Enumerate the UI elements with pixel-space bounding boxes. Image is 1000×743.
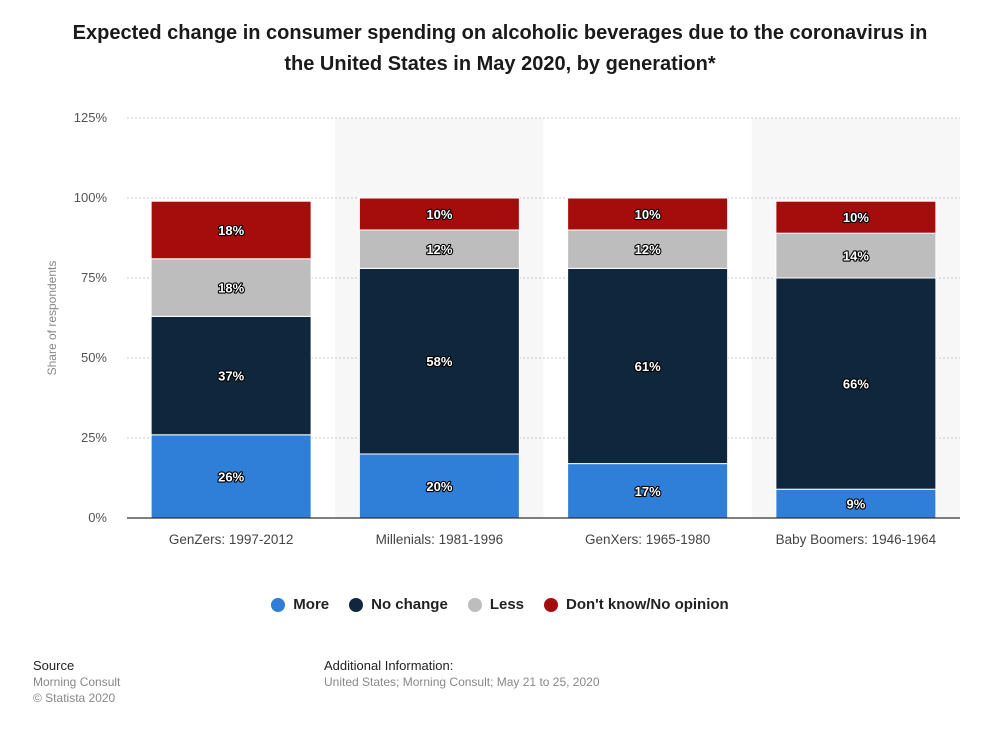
data-label: 10% — [635, 207, 661, 222]
data-label: 14% — [843, 249, 869, 264]
legend-label: Don't know/No opinion — [566, 596, 729, 613]
bar-segment — [775, 488, 937, 519]
data-label: 18% — [218, 223, 244, 238]
bar-segment — [775, 232, 937, 279]
y-axis-label: Share of respondents — [45, 261, 59, 376]
source-block: Source Morning Consult © Statista 2020 — [33, 658, 120, 706]
data-label: 18% — [218, 281, 244, 296]
data-label: 66% — [843, 377, 869, 392]
additional-info-text: United States; Morning Consult; May 21 t… — [324, 675, 600, 689]
data-label: 20% — [426, 479, 452, 494]
data-label: 26% — [218, 469, 244, 484]
bar-segment — [150, 200, 312, 260]
x-tick-label: Baby Boomers: 1946-1964 — [776, 532, 937, 547]
legend-label: More — [293, 596, 330, 613]
bar-segment — [567, 267, 729, 465]
data-label: 12% — [635, 242, 661, 257]
x-tick-label: GenZers: 1997-2012 — [169, 532, 294, 547]
legend-label: No change — [371, 596, 448, 613]
y-tick-label: 125% — [74, 110, 108, 125]
legend-item[interactable]: Don't know/No opinion — [544, 596, 729, 613]
x-tick-label: GenXers: 1965-1980 — [585, 532, 710, 547]
bar-segment — [150, 258, 312, 317]
bar-segment — [775, 277, 937, 490]
bar-segment — [567, 463, 729, 519]
data-label: 12% — [426, 242, 452, 257]
source-line: Morning Consult — [33, 675, 121, 689]
y-tick-label: 0% — [88, 510, 107, 525]
chart-title: Expected change in consumer spending on … — [72, 22, 928, 75]
legend-item[interactable]: Less — [467, 596, 525, 613]
legend-item[interactable]: No change — [349, 596, 448, 613]
y-tick-label: 100% — [74, 190, 108, 205]
data-label: 10% — [426, 207, 452, 222]
bar-segment — [358, 197, 520, 231]
bar-segment — [775, 200, 937, 234]
additional-info-block: Additional Information: United States; M… — [324, 658, 600, 690]
bar-segment — [567, 229, 729, 269]
y-tick-label: 25% — [81, 430, 107, 445]
legend-item[interactable]: More — [271, 596, 329, 613]
data-label: 17% — [635, 484, 661, 499]
bar-segment — [358, 267, 520, 455]
data-label: 9% — [846, 497, 865, 512]
y-tick-label: 75% — [81, 270, 107, 285]
source-heading: Source — [33, 658, 75, 673]
additional-info-heading: Additional Information: — [324, 658, 454, 673]
bar-segment — [567, 197, 729, 231]
legend-swatch-icon — [349, 597, 364, 612]
data-label: 58% — [426, 354, 452, 369]
bar-segment — [150, 315, 312, 436]
bar-segment — [358, 453, 520, 519]
bar-segment — [150, 434, 312, 519]
copyright-line: © Statista 2020 — [33, 691, 116, 705]
y-tick-label: 50% — [81, 350, 107, 365]
data-label: 10% — [843, 210, 869, 225]
legend-swatch-icon — [271, 597, 286, 612]
legend-swatch-icon — [467, 597, 482, 612]
legend: More No change Less Don't know/No opinion — [0, 596, 1000, 613]
legend-swatch-icon — [544, 597, 559, 612]
legend-label: Less — [489, 596, 525, 613]
data-label: 61% — [635, 359, 661, 374]
chart-area: 0% 25% 50% 75% 100% 125% Share of respondents 2… — [45, 110, 960, 547]
x-tick-label: Millenials: 1981-1996 — [376, 532, 504, 547]
data-label: 37% — [218, 369, 244, 384]
